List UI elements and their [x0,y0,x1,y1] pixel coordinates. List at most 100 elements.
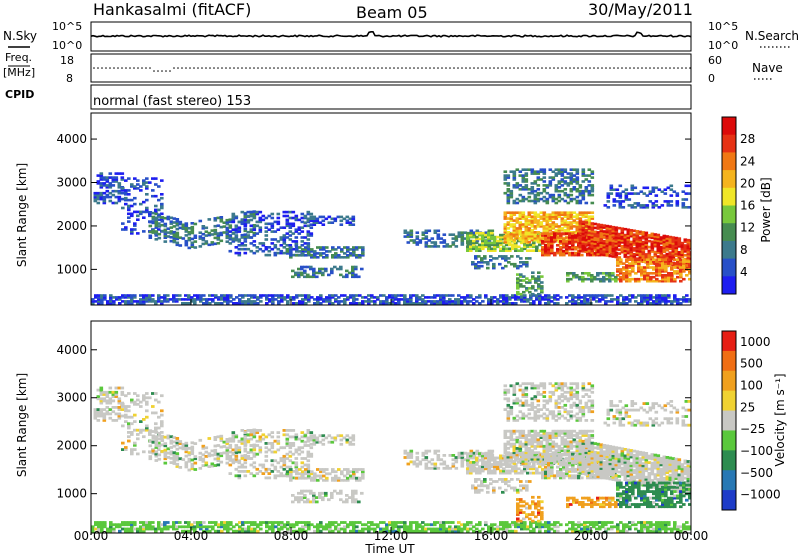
power-cell [530,188,535,191]
power-cell [553,302,557,305]
power-cell [646,279,650,283]
power-cell [664,294,668,297]
velocity-cell [330,494,334,497]
power-cell [641,240,646,244]
power-cell [539,168,544,171]
velocity-cell [273,465,278,469]
power-cell [118,296,122,299]
velocity-cell [151,521,155,524]
power-colorbar-swatch [722,152,736,171]
power-cell [569,211,574,214]
power-cell [531,275,535,278]
power-cell [499,300,503,303]
velocity-cell [157,415,161,419]
power-cell [424,241,429,244]
power-cell [292,296,296,299]
power-cell [616,277,620,281]
power-cell [620,231,625,234]
power-cell [358,302,362,305]
velocity-cell [121,523,125,527]
power-cell [255,224,260,228]
power-cell [554,211,559,214]
power-cell [282,210,287,214]
power-cell [547,253,551,257]
power-cell [312,215,317,219]
velocity-cell [280,521,284,524]
power-cell [409,235,414,238]
power-cell [593,232,598,236]
power-cell [319,302,323,305]
velocity-cell [348,496,352,499]
power-cell [551,197,556,201]
power-cell [658,274,662,277]
velocity-cell [108,386,113,390]
power-cell [545,184,550,187]
power-cell [679,268,683,271]
power-cell [655,277,659,281]
power-cell [644,237,649,241]
power-cell [406,241,411,244]
power-cell [276,220,281,224]
power-cell [175,220,180,223]
power-cell [544,247,548,251]
power-cell [99,195,104,199]
power-cell [688,264,691,267]
velocity-cell [306,450,311,454]
power-cell [646,298,650,301]
power-cell [578,220,583,223]
power-cell [679,260,683,263]
power-cell [181,225,186,229]
power-cell [571,244,575,247]
power-cell [681,206,686,209]
power-cell [515,182,520,185]
power-cell [498,262,502,266]
power-cell [566,215,571,218]
power-cell [658,270,662,273]
power-cell [619,262,623,265]
velocity-cell [331,521,335,524]
power-cell [571,302,575,305]
power-cell [596,250,601,254]
power-cell [673,296,677,299]
power-cell [624,196,629,199]
power-cell [559,242,563,245]
power-cell [587,221,592,224]
velocity-cell [309,491,313,495]
power-cell [403,294,407,297]
power-cell [487,249,491,252]
velocity-cell [256,525,260,529]
power-cell [566,211,571,214]
velocity-cell [294,498,298,502]
power-cell [634,296,638,299]
power-cell [265,296,269,299]
power-cell [277,302,281,305]
power-cell [492,266,496,270]
power-cell [225,240,230,243]
power-cell [367,298,371,301]
power-cell [587,243,592,246]
velocity-cell [217,523,221,527]
velocity-cell [124,420,128,423]
power-cell [394,294,398,297]
power-cell [608,248,613,252]
power-cell [553,251,557,255]
velocity-cell [166,451,171,455]
power-cell [493,245,497,249]
power-cell [103,298,107,301]
power-cell [139,210,143,214]
power-cell [154,216,159,220]
velocity-cell [130,422,134,426]
velocity-cell [274,525,278,529]
power-cell [643,300,647,303]
power-cell [181,302,185,305]
power-cell [433,302,437,305]
power-cell [566,223,571,226]
power-cell [548,182,553,185]
power-cell [490,231,494,235]
power-cell [590,222,595,225]
power-cell [306,224,311,228]
power-cell [502,302,506,305]
power-cell [270,222,275,226]
power-cell [680,243,685,247]
power-cell [662,238,667,242]
